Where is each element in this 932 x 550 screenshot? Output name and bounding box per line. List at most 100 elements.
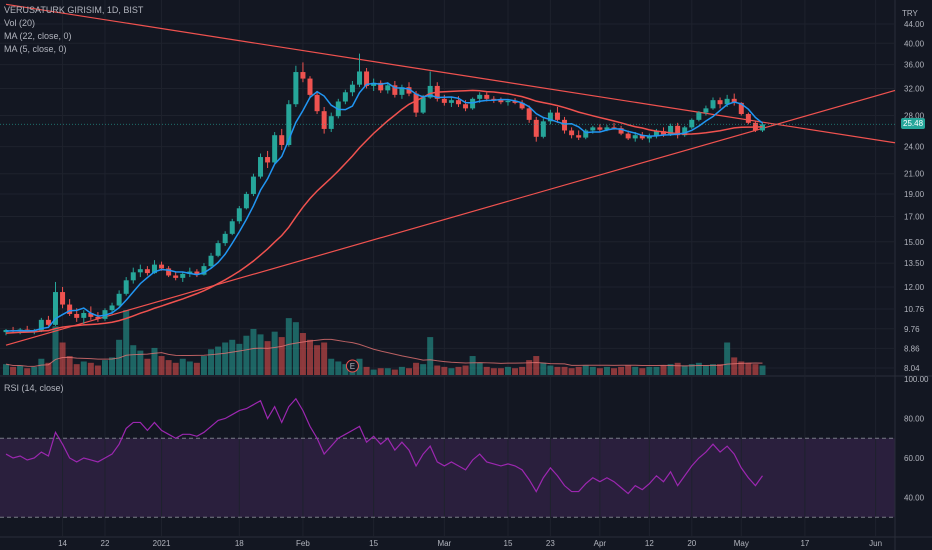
- candle-body: [144, 269, 150, 274]
- volume-bar: [519, 366, 526, 375]
- volume-bar: [540, 362, 547, 375]
- trendline: [5, 89, 896, 346]
- volume-bar: [307, 339, 314, 375]
- price-tick-label: 17.00: [904, 212, 925, 221]
- volume-bar: [158, 356, 165, 375]
- ma5-line: [5, 82, 763, 332]
- candle-body: [357, 71, 362, 85]
- candle-body: [703, 108, 709, 113]
- volume-bar: [285, 318, 292, 375]
- candle-body: [533, 119, 539, 137]
- price-tick-label: 8.86: [904, 344, 920, 353]
- volume-bar: [745, 362, 752, 375]
- volume-bar: [731, 357, 738, 375]
- time-tick-label: May: [734, 539, 749, 548]
- candle-body: [250, 176, 256, 194]
- price-tick-label: 10.76: [904, 305, 925, 314]
- candle-body: [45, 319, 51, 325]
- candle-body: [130, 272, 136, 281]
- candles: [3, 53, 765, 336]
- candle-body: [151, 264, 157, 274]
- volume-bar: [724, 342, 731, 375]
- candle-body: [364, 71, 370, 86]
- candle-body: [95, 316, 101, 319]
- price-tick-label: 12.00: [904, 283, 925, 292]
- candle-body: [215, 243, 221, 256]
- candle-body: [455, 100, 461, 105]
- volume-bar: [434, 365, 441, 375]
- volume-bar: [186, 361, 193, 375]
- candle-body: [392, 85, 398, 95]
- candle-body: [272, 135, 278, 163]
- price-tick-label: 40.00: [904, 39, 925, 48]
- volume-bar: [73, 364, 80, 375]
- candle-body: [710, 100, 716, 109]
- moving-averages: [5, 82, 763, 334]
- volume-bar: [738, 361, 745, 375]
- volume-bar: [646, 366, 653, 375]
- volume-bar: [752, 364, 759, 375]
- candle-body: [236, 208, 242, 222]
- volume-bar: [405, 368, 412, 375]
- volume-bar: [165, 360, 172, 375]
- volume-bar: [455, 366, 462, 375]
- volume-bar: [377, 368, 384, 375]
- volume-bar: [38, 358, 45, 375]
- candle-body: [314, 94, 320, 112]
- volume-bar: [109, 357, 116, 375]
- candle-body: [180, 273, 186, 278]
- candle-body: [675, 125, 681, 136]
- rsi-band: [0, 438, 895, 518]
- time-tick-label: Mar: [437, 539, 451, 548]
- volume-bar: [299, 333, 306, 375]
- price-axis: 44.00 40.00 36.00 32.00 28.00 24.00 21.00 19.00…: [904, 20, 929, 503]
- volume-bar: [215, 346, 222, 375]
- volume-bar: [632, 366, 639, 375]
- candle-body: [159, 264, 165, 269]
- volume-bar: [653, 366, 660, 375]
- volume-bar: [236, 343, 243, 375]
- volume-bar: [45, 362, 52, 375]
- candle-body: [540, 121, 546, 137]
- candle-body: [137, 269, 143, 273]
- volume-bar: [137, 350, 144, 375]
- volume-bar: [427, 337, 434, 375]
- volume-bar: [257, 334, 264, 375]
- volume-bar: [688, 364, 695, 375]
- volume-bar: [363, 366, 370, 375]
- candle-body: [448, 100, 454, 103]
- candle-body: [258, 157, 264, 177]
- candle-body: [441, 98, 447, 103]
- candle-body: [300, 72, 306, 79]
- candle-body: [201, 266, 207, 275]
- volume-bar: [52, 326, 59, 375]
- volume-bar: [469, 356, 476, 375]
- volume-bar: [24, 368, 31, 375]
- candle-body: [342, 92, 348, 102]
- volume-bar: [17, 365, 24, 375]
- volume-bar: [589, 366, 596, 375]
- candle-body: [547, 112, 553, 122]
- volume-bar: [59, 342, 66, 375]
- currency-label: TRY: [902, 9, 918, 18]
- price-tick-label: 15.00: [904, 238, 925, 247]
- candle-body: [484, 94, 490, 99]
- rsi-tick-label: 60.00: [904, 454, 925, 463]
- volume-bar: [667, 364, 674, 375]
- volume-bar: [526, 360, 533, 375]
- time-tick-label: 15: [504, 539, 513, 548]
- candle-body: [717, 100, 723, 105]
- volume-bar: [144, 358, 151, 375]
- candle-body: [116, 293, 122, 306]
- volume-bar: [94, 365, 101, 375]
- legend-ma5: MA (5, close, 0): [4, 44, 67, 54]
- volume-bar: [31, 366, 38, 375]
- volume-bar: [710, 364, 716, 375]
- volume-bar: [497, 368, 504, 375]
- legend-volume: Vol (20): [4, 18, 36, 28]
- candle-body: [265, 157, 271, 163]
- candle-body: [731, 98, 737, 103]
- candle-body: [526, 108, 532, 120]
- candle-body: [88, 313, 94, 317]
